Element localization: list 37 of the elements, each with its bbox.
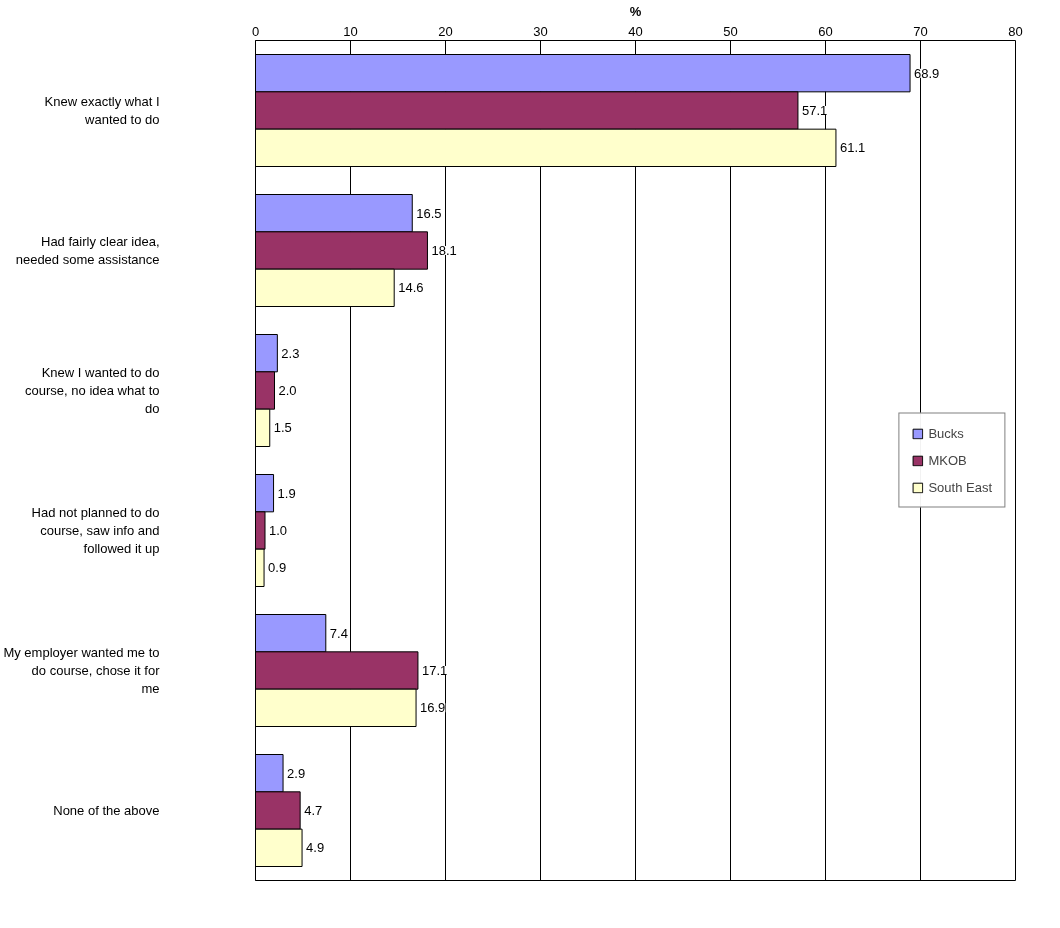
data-label: 1.9 (277, 485, 296, 501)
x-tick-label: 50 (723, 23, 738, 39)
data-label: 7.4 (329, 625, 348, 641)
data-label: 0.9 (268, 560, 287, 576)
data-label: 1.5 (273, 420, 292, 436)
y-tick-label: None of the above (53, 803, 160, 818)
x-tick-label: 40 (628, 23, 643, 39)
data-label: 4.9 (306, 840, 325, 856)
x-axis-title: % (629, 3, 642, 19)
data-label: 61.1 (839, 140, 866, 156)
x-tick-label: 80 (1008, 23, 1023, 39)
data-label: 14.6 (398, 280, 424, 296)
data-label: 17.1 (421, 663, 448, 678)
data-label: 57.1 (801, 103, 828, 118)
legend-label: South East (928, 479, 992, 495)
data-label: 1.0 (269, 523, 288, 538)
y-tick-label: Knew I wanted to do course, no idea what to do (25, 365, 160, 416)
x-tick-label: 60 (818, 23, 833, 39)
data-label: 2.3 (281, 345, 300, 361)
x-tick-label: 20 (438, 23, 453, 39)
x-tick-label: 70 (913, 23, 928, 39)
data-label: 2.0 (278, 383, 297, 398)
y-tick-label: Knew exactly what I wanted to do (44, 94, 160, 127)
y-tick-label: My employer wanted me to do course, chose it for me (3, 645, 161, 696)
y-tick-label: Had fairly clear idea, needed some assistance (15, 234, 160, 267)
data-label: 16.5 (416, 205, 442, 221)
x-tick-label: 0 (251, 23, 260, 39)
legend-label: Bucks (928, 425, 964, 441)
x-tick-label: 30 (533, 23, 548, 39)
data-label: 18.1 (431, 243, 457, 258)
data-label: 68.9 (914, 65, 940, 81)
y-tick-label: Had not planned to do course, saw info and followed it up (31, 505, 160, 556)
data-label: 4.7 (304, 803, 323, 818)
data-label: 16.9 (420, 700, 446, 716)
data-label: 2.9 (287, 765, 306, 781)
legend-label: MKOB (928, 452, 967, 468)
x-tick-label: 10 (343, 23, 358, 39)
